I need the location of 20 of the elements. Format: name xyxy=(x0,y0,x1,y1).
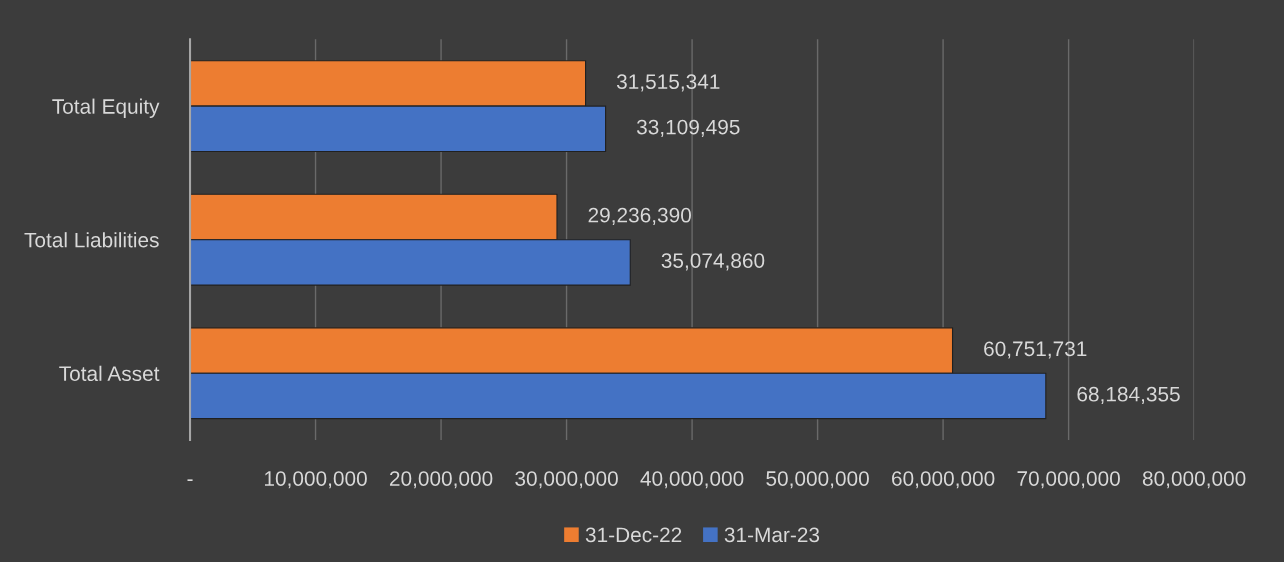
data-label: 33,109,495 xyxy=(636,119,740,137)
data-label: 31,515,341 xyxy=(616,74,720,92)
legend-label: 31-Mar-23 xyxy=(724,527,820,543)
y-tick-label: Total Equity xyxy=(52,98,160,118)
x-tick-label: 30,000,000 xyxy=(515,471,618,489)
y-tick-label: Total Liabilities xyxy=(24,232,159,248)
data-label: 60,751,731 xyxy=(984,341,1087,359)
data-label: 29,236,390 xyxy=(588,207,691,226)
x-tick-label: 40,000,000 xyxy=(640,471,744,489)
x-tick-label: 50,000,000 xyxy=(766,471,869,489)
legend-label: 31-Dec-22 xyxy=(585,527,682,543)
data-label: 68,184,355 xyxy=(1077,386,1180,405)
y-tick-label: Total Asset xyxy=(59,365,160,382)
x-tick-label: 20,000,000 xyxy=(389,471,493,489)
x-tick-label: 70,000,000 xyxy=(1017,471,1120,489)
x-tick-label: 10,000,000 xyxy=(265,471,367,489)
x-tick-label: - xyxy=(187,479,193,481)
data-label: 35,074,860 xyxy=(661,253,765,271)
x-tick-label: 80,000,000 xyxy=(1142,471,1246,489)
x-tick-label: 60,000,000 xyxy=(892,471,995,489)
